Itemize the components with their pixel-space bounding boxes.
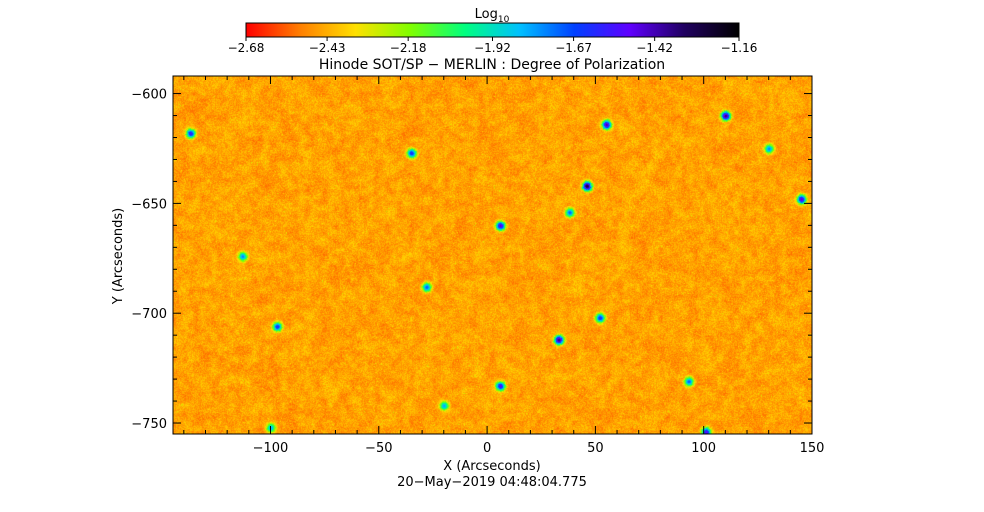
colorbar-label-main: Log	[475, 7, 498, 22]
y-tick-label: −700	[131, 307, 167, 322]
y-tick-label: −750	[131, 417, 167, 432]
x-axis-label: X (Arcseconds)	[443, 459, 540, 474]
colorbar-tick-label: −1.16	[721, 41, 758, 55]
plot-frame	[172, 75, 813, 435]
plot-area: −100 −50 0 50 100 150 −600 −650 −700 −750	[131, 75, 825, 456]
colorbar: Log10 −2.68 −2.43 −2.18 −1.92 −1.67 −1.42 −1.1…	[228, 7, 758, 55]
x-tick-label: −50	[365, 441, 392, 456]
x-tick-label: 0	[483, 441, 491, 456]
colorbar-tick-label: −2.18	[390, 41, 427, 55]
colorbar-gradient	[245, 22, 740, 38]
colorbar-tick-label: −1.42	[636, 41, 673, 55]
x-axis: −100 −50 0 50 100 150	[183, 76, 825, 456]
observation-timestamp: 20−May−2019 04:48:04.775	[397, 475, 587, 490]
colorbar-tick-label: −2.43	[309, 41, 346, 55]
chart-title: Hinode SOT/SP − MERLIN : Degree of Polar…	[319, 57, 665, 73]
y-axis-label: Y (Arcseconds)	[111, 208, 126, 305]
x-tick-label: 100	[691, 441, 716, 456]
x-tick-label: −100	[253, 441, 289, 456]
y-tick-label: −650	[131, 197, 167, 212]
colorbar-tick-label: −1.67	[555, 41, 592, 55]
colorbar-tick-label: −2.68	[228, 41, 265, 55]
y-tick-label: −600	[131, 88, 167, 103]
x-tick-label: 50	[587, 441, 604, 456]
colorbar-label-subscript: 10	[498, 15, 510, 25]
polarization-heatmap	[173, 76, 812, 434]
colorbar-ticks: −2.68 −2.43 −2.18 −1.92 −1.67 −1.42 −1.16	[228, 37, 758, 55]
colorbar-label: Log10	[475, 7, 510, 25]
y-axis: −600 −650 −700 −750	[131, 88, 812, 432]
x-tick-label: 150	[800, 441, 825, 456]
colorbar-tick-label: −1.92	[474, 41, 511, 55]
